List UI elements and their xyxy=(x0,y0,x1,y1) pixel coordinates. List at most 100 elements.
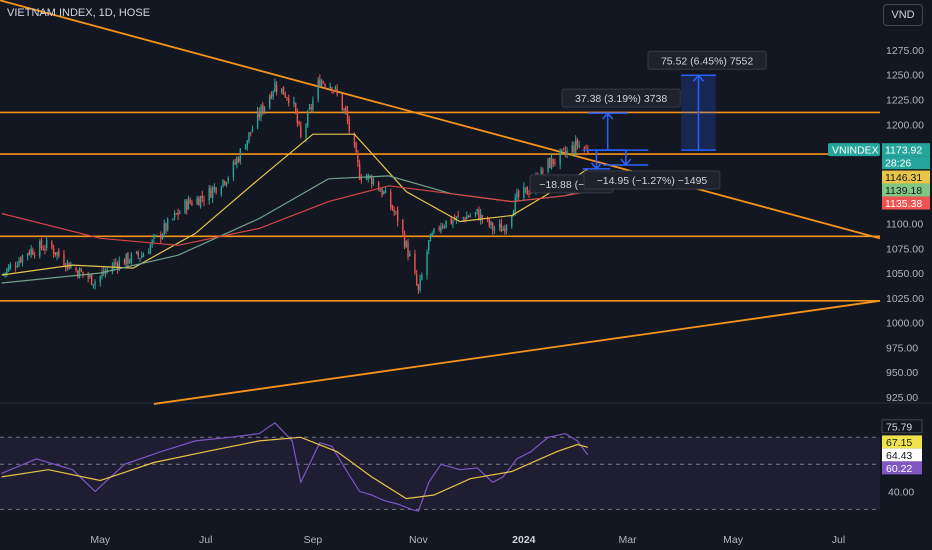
candle-body xyxy=(286,97,288,99)
candle-body xyxy=(462,217,465,219)
moving-average-line xyxy=(1,185,588,246)
candle-body xyxy=(329,86,331,89)
candle-body xyxy=(116,263,119,269)
candle-body xyxy=(431,233,433,236)
candle-body xyxy=(566,150,568,155)
candle-body xyxy=(90,273,93,285)
x-tick-label: May xyxy=(90,534,111,546)
candle-body xyxy=(481,215,484,220)
candle-body xyxy=(403,233,406,248)
candle-body xyxy=(135,251,138,254)
candle-body xyxy=(220,187,222,195)
candle-body xyxy=(488,219,490,226)
candle-body xyxy=(395,211,397,213)
y-tick-label: 925.00 xyxy=(886,392,918,404)
candle-body xyxy=(414,253,416,274)
candle-body xyxy=(211,187,214,199)
rsi-label-box xyxy=(882,448,922,462)
candle-body xyxy=(160,234,162,239)
candle-body xyxy=(282,86,285,95)
candle-body xyxy=(237,158,240,162)
candle-body xyxy=(101,272,103,277)
measure-arrow-head xyxy=(590,162,603,171)
measure-label: 37.38 (3.19%) 3738 xyxy=(575,93,667,105)
candle-body xyxy=(345,107,347,112)
candle-body xyxy=(196,198,198,205)
candle-body xyxy=(104,272,107,274)
candle-body xyxy=(360,178,363,180)
candle-body xyxy=(452,220,454,224)
candle-body xyxy=(275,84,278,92)
currency-selector[interactable]: VND xyxy=(883,4,923,26)
x-tick-label: Sep xyxy=(304,534,323,546)
rsi-value-label: 60.22 xyxy=(886,463,912,475)
candle-body xyxy=(99,276,101,283)
candle-body xyxy=(199,196,202,208)
candle-body xyxy=(203,200,205,202)
price-label: 1173.92 xyxy=(885,145,922,157)
candle-body xyxy=(576,139,579,146)
candle-body xyxy=(433,228,435,233)
candle-body xyxy=(476,208,478,212)
candle-body xyxy=(523,186,525,198)
candle-body xyxy=(256,111,259,129)
chart-title: VIETNAM INDEX, 1D, HOSE xyxy=(7,7,151,19)
measure-label: −14.95 (−1.27%) −1495 xyxy=(597,175,708,187)
measure-tool: 75.52 (6.45%) 7552 xyxy=(647,50,767,151)
candle-body xyxy=(505,225,508,230)
x-tick-label: Jul xyxy=(832,534,845,546)
rsi-label-box xyxy=(882,435,922,449)
candle-body xyxy=(457,215,459,217)
price-label-box xyxy=(882,196,930,210)
candle-body xyxy=(341,94,344,111)
trendline xyxy=(0,0,881,240)
candle-body xyxy=(89,274,91,278)
candle-body xyxy=(453,218,456,221)
candle-body xyxy=(384,190,387,194)
candle-body xyxy=(28,251,31,255)
candle-body xyxy=(87,273,89,278)
candle-body xyxy=(357,153,359,163)
x-tick-label: 2024 xyxy=(512,534,536,546)
candle-body xyxy=(63,254,65,266)
candle-body xyxy=(554,162,556,164)
candle-body xyxy=(32,249,34,255)
candle-body xyxy=(56,252,58,256)
candle-body xyxy=(113,262,115,268)
candle-body xyxy=(542,170,544,173)
candle-body xyxy=(585,147,587,149)
price-label-box xyxy=(882,156,930,170)
candle-body xyxy=(331,87,333,91)
candle-body xyxy=(429,233,432,242)
candle-body xyxy=(260,105,262,118)
x-tick-label: Mar xyxy=(619,534,638,546)
candle-body xyxy=(78,268,81,279)
candle-body xyxy=(317,80,319,100)
candle-body xyxy=(177,212,179,216)
x-tick-label: Nov xyxy=(409,534,428,546)
candle-body xyxy=(270,94,273,99)
candle-body xyxy=(324,84,326,87)
candle-body xyxy=(402,219,404,233)
rsi-label-box xyxy=(882,461,922,475)
candle-body xyxy=(391,205,394,211)
candle-body xyxy=(172,218,174,220)
candle-body xyxy=(517,190,520,197)
candle-body xyxy=(308,107,311,110)
candle-body xyxy=(51,241,53,248)
candle-body xyxy=(4,272,6,274)
candle-body xyxy=(504,228,506,232)
candle-body xyxy=(528,193,530,195)
candle-body xyxy=(66,260,69,267)
symbol-tag-box xyxy=(828,143,880,157)
candle-body xyxy=(70,265,72,269)
candle-body xyxy=(466,216,468,220)
y-tick-label: 1225.00 xyxy=(886,95,924,107)
candle-body xyxy=(469,215,471,217)
candle-body xyxy=(75,267,77,271)
candle-body xyxy=(111,266,114,272)
candle-body xyxy=(381,189,383,196)
candle-body xyxy=(479,213,482,221)
candle-body xyxy=(502,228,504,231)
